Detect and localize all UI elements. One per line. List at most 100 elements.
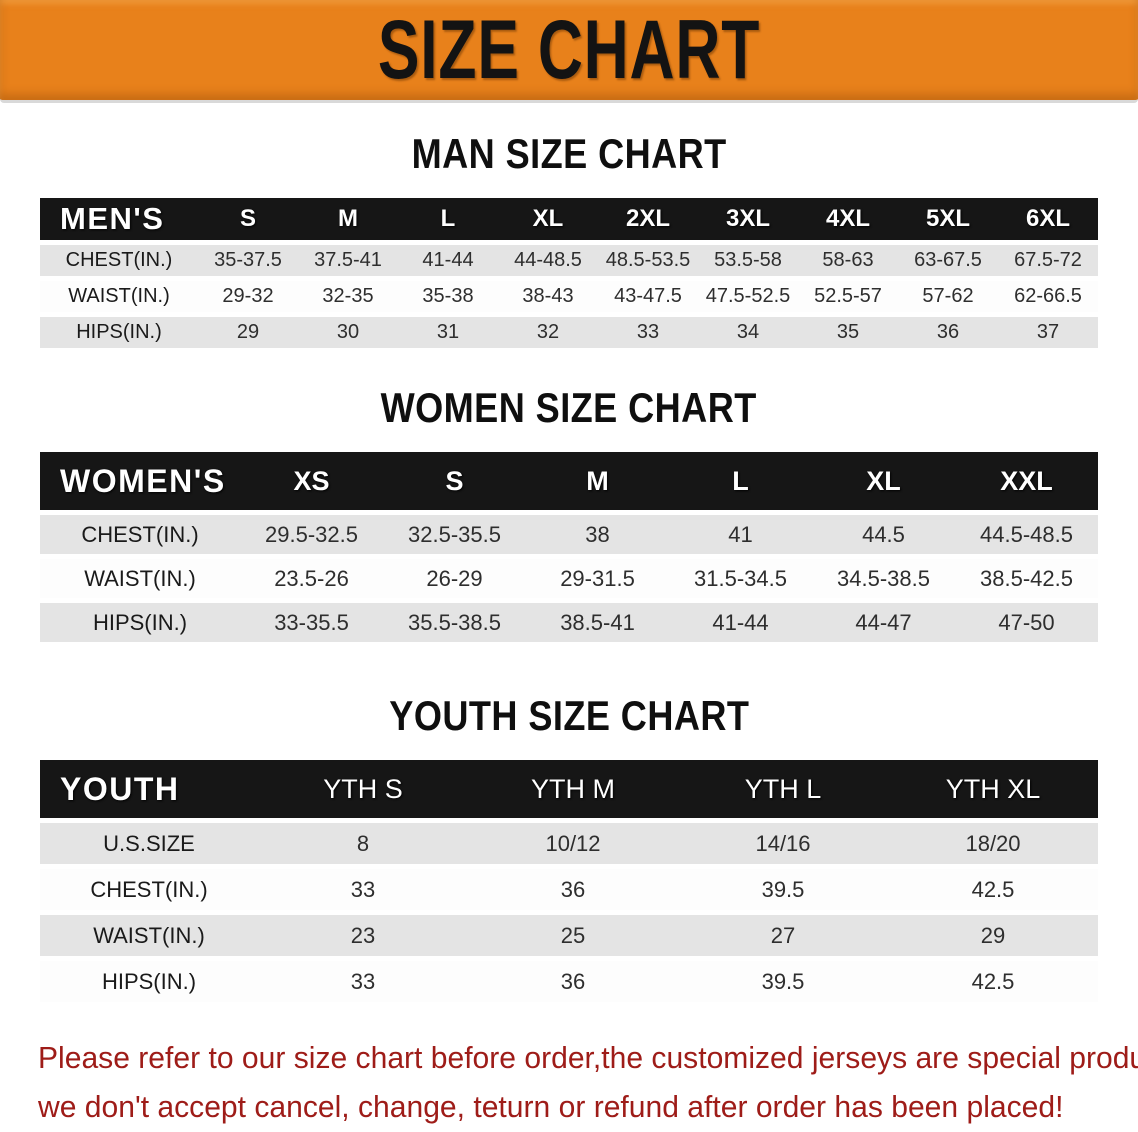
row-label: HIPS(IN.) [40, 961, 258, 1002]
size-value: 26-29 [383, 559, 526, 598]
men-table-title: MEN'S [40, 198, 198, 240]
size-value: 47-50 [955, 603, 1098, 642]
size-value: 41-44 [669, 603, 812, 642]
size-value: 41-44 [398, 245, 498, 276]
youth-hips-row: HIPS(IN.) 33 36 39.5 42.5 [40, 961, 1098, 1002]
size-value: 30 [298, 317, 398, 348]
size-value: 14/16 [678, 823, 888, 864]
row-label: WAIST(IN.) [40, 915, 258, 956]
row-label: CHEST(IN.) [40, 869, 258, 910]
youth-section-heading: YOUTH SIZE CHART [0, 693, 1138, 739]
size-value: 33-35.5 [240, 603, 383, 642]
size-value: 29 [198, 317, 298, 348]
youth-section-heading-text: YOUTH SIZE CHART [388, 692, 750, 739]
size-value: 44-48.5 [498, 245, 598, 276]
row-label: U.S.SIZE [40, 823, 258, 864]
women-size-table: WOMEN'S XS S M L XL XXL CHEST(IN.) 29.5-… [40, 447, 1098, 647]
banner-title: SIZE CHART [377, 3, 761, 96]
size-value: 53.5-58 [698, 245, 798, 276]
men-size-col-2xl: 2XL [598, 198, 698, 240]
size-value: 58-63 [798, 245, 898, 276]
women-size-col-xl: XL [812, 452, 955, 510]
size-value: 57-62 [898, 281, 998, 312]
youth-waist-row: WAIST(IN.) 23 25 27 29 [40, 915, 1098, 956]
size-value: 48.5-53.5 [598, 245, 698, 276]
size-value: 10/12 [468, 823, 678, 864]
size-value: 31.5-34.5 [669, 559, 812, 598]
men-section-heading: MAN SIZE CHART [0, 131, 1138, 177]
youth-chest-row: CHEST(IN.) 33 36 39.5 42.5 [40, 869, 1098, 910]
size-value: 27 [678, 915, 888, 956]
youth-size-col-s: YTH S [258, 760, 468, 818]
women-size-col-l: L [669, 452, 812, 510]
row-label: HIPS(IN.) [40, 603, 240, 642]
size-value: 62-66.5 [998, 281, 1098, 312]
size-value: 23 [258, 915, 468, 956]
size-value: 38.5-42.5 [955, 559, 1098, 598]
youth-size-col-xl: YTH XL [888, 760, 1098, 818]
size-value: 52.5-57 [798, 281, 898, 312]
youth-size-col-m: YTH M [468, 760, 678, 818]
size-value: 36 [468, 961, 678, 1002]
women-size-col-m: M [526, 452, 669, 510]
youth-table-title: YOUTH [40, 760, 258, 818]
size-value: 35 [798, 317, 898, 348]
size-value: 38.5-41 [526, 603, 669, 642]
women-section-heading: WOMEN SIZE CHART [0, 385, 1138, 431]
men-size-col-l: L [398, 198, 498, 240]
women-chest-row: CHEST(IN.) 29.5-32.5 32.5-35.5 38 41 44.… [40, 515, 1098, 554]
women-waist-row: WAIST(IN.) 23.5-26 26-29 29-31.5 31.5-34… [40, 559, 1098, 598]
women-section-heading-text: WOMEN SIZE CHART [380, 384, 758, 431]
size-value: 44.5 [812, 515, 955, 554]
youth-ussize-row: U.S.SIZE 8 10/12 14/16 18/20 [40, 823, 1098, 864]
disclaimer-line-1: Please refer to our size chart before or… [38, 1040, 1138, 1075]
size-value: 31 [398, 317, 498, 348]
youth-size-col-l: YTH L [678, 760, 888, 818]
women-size-col-xs: XS [240, 452, 383, 510]
size-value: 44-47 [812, 603, 955, 642]
size-value: 35-37.5 [198, 245, 298, 276]
size-value: 43-47.5 [598, 281, 698, 312]
size-value: 42.5 [888, 869, 1098, 910]
men-size-col-3xl: 3XL [698, 198, 798, 240]
size-value: 36 [898, 317, 998, 348]
size-value: 67.5-72 [998, 245, 1098, 276]
men-size-col-xl: XL [498, 198, 598, 240]
women-hips-row: HIPS(IN.) 33-35.5 35.5-38.5 38.5-41 41-4… [40, 603, 1098, 642]
size-value: 37 [998, 317, 1098, 348]
size-chart-banner: SIZE CHART [0, 0, 1138, 103]
men-header-row: MEN'S S M L XL 2XL 3XL 4XL 5XL 6XL [40, 198, 1098, 240]
size-value: 32-35 [298, 281, 398, 312]
size-value: 36 [468, 869, 678, 910]
size-value: 8 [258, 823, 468, 864]
size-value: 38-43 [498, 281, 598, 312]
women-header-row: WOMEN'S XS S M L XL XXL [40, 452, 1098, 510]
women-size-col-xxl: XXL [955, 452, 1098, 510]
size-value: 29.5-32.5 [240, 515, 383, 554]
youth-size-table: YOUTH YTH S YTH M YTH L YTH XL U.S.SIZE … [40, 755, 1098, 1007]
size-value: 25 [468, 915, 678, 956]
size-value: 37.5-41 [298, 245, 398, 276]
row-label: WAIST(IN.) [40, 559, 240, 598]
men-hips-row: HIPS(IN.) 29 30 31 32 33 34 35 36 37 [40, 317, 1098, 348]
size-value: 39.5 [678, 869, 888, 910]
row-label: HIPS(IN.) [40, 317, 198, 348]
size-value: 29-32 [198, 281, 298, 312]
size-value: 32 [498, 317, 598, 348]
women-size-col-s: S [383, 452, 526, 510]
size-value: 38 [526, 515, 669, 554]
size-value: 33 [598, 317, 698, 348]
size-value: 34 [698, 317, 798, 348]
size-value: 29 [888, 915, 1098, 956]
size-value: 29-31.5 [526, 559, 669, 598]
women-table-title: WOMEN'S [40, 452, 240, 510]
men-chest-row: CHEST(IN.) 35-37.5 37.5-41 41-44 44-48.5… [40, 245, 1098, 276]
size-value: 33 [258, 869, 468, 910]
disclaimer-line-2: we don't accept cancel, change, teturn o… [38, 1089, 1064, 1124]
size-value: 39.5 [678, 961, 888, 1002]
size-value: 44.5-48.5 [955, 515, 1098, 554]
size-value: 33 [258, 961, 468, 1002]
men-size-table: MEN'S S M L XL 2XL 3XL 4XL 5XL 6XL CHEST… [40, 193, 1098, 353]
size-value: 47.5-52.5 [698, 281, 798, 312]
men-size-col-5xl: 5XL [898, 198, 998, 240]
